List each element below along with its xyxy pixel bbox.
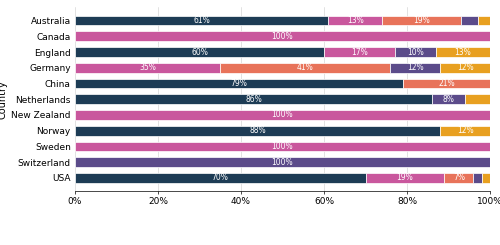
Text: 41%: 41% <box>297 63 314 72</box>
Bar <box>403 79 490 88</box>
Bar <box>220 63 390 73</box>
Text: 79%: 79% <box>230 79 248 88</box>
Bar <box>75 173 366 183</box>
Bar <box>465 94 490 104</box>
Bar <box>482 173 490 183</box>
Bar <box>75 63 220 73</box>
Bar <box>366 173 444 183</box>
Text: 100%: 100% <box>272 32 293 41</box>
Text: 60%: 60% <box>191 48 208 57</box>
Text: 61%: 61% <box>193 16 210 25</box>
Text: 10%: 10% <box>407 48 424 57</box>
Text: 100%: 100% <box>272 158 293 167</box>
Bar <box>474 173 482 183</box>
Text: 70%: 70% <box>212 173 228 182</box>
Text: 8%: 8% <box>442 95 454 104</box>
Bar <box>440 126 490 135</box>
Bar <box>382 16 461 25</box>
Y-axis label: Country: Country <box>0 80 7 119</box>
Bar <box>75 157 490 167</box>
Text: 19%: 19% <box>396 173 413 182</box>
Bar <box>75 126 440 135</box>
Bar <box>75 79 403 88</box>
Text: 12%: 12% <box>407 63 424 72</box>
Text: 100%: 100% <box>272 142 293 151</box>
Text: 86%: 86% <box>245 95 262 104</box>
Bar <box>394 47 436 57</box>
Bar <box>444 173 474 183</box>
Text: 35%: 35% <box>139 63 156 72</box>
Bar <box>324 47 394 57</box>
Text: 7%: 7% <box>453 173 465 182</box>
Bar <box>461 16 477 25</box>
Bar <box>75 142 490 151</box>
Bar <box>75 16 328 25</box>
Bar <box>436 47 490 57</box>
Bar <box>440 63 490 73</box>
Bar <box>432 94 465 104</box>
Bar <box>75 94 432 104</box>
Text: 21%: 21% <box>438 79 454 88</box>
Bar <box>75 47 324 57</box>
Text: 12%: 12% <box>457 63 473 72</box>
Bar <box>75 31 490 41</box>
Text: 88%: 88% <box>250 126 266 135</box>
Bar <box>390 63 440 73</box>
Text: 13%: 13% <box>347 16 364 25</box>
Text: 13%: 13% <box>454 48 471 57</box>
Text: 100%: 100% <box>272 110 293 120</box>
Text: 17%: 17% <box>351 48 368 57</box>
Text: 12%: 12% <box>457 126 473 135</box>
Text: 19%: 19% <box>413 16 430 25</box>
Bar <box>75 110 490 120</box>
Bar <box>478 16 490 25</box>
Bar <box>328 16 382 25</box>
